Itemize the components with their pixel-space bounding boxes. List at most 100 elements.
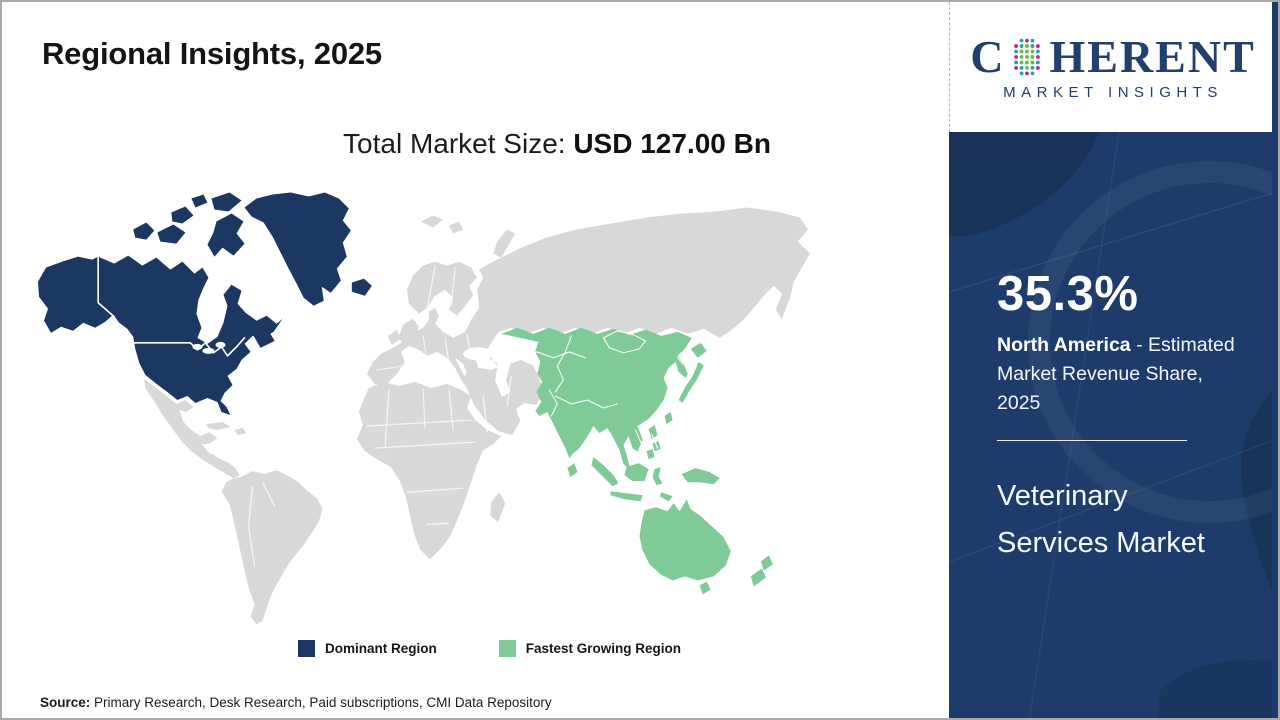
legend-item-growing: Fastest Growing Region xyxy=(498,640,682,657)
us-canada-border xyxy=(133,337,246,357)
greenland xyxy=(244,192,351,306)
total-market-size: Total Market Size: USD 127.00 Bn xyxy=(162,128,952,160)
scandinavia-border-1 xyxy=(426,265,436,311)
iceland xyxy=(351,278,372,296)
europe-border-4 xyxy=(466,333,472,359)
apac-borders xyxy=(504,330,685,457)
japan-hokkaido xyxy=(690,342,707,358)
market-name: Veterinary Services Market xyxy=(997,479,1205,559)
island-hispaniola xyxy=(234,428,247,436)
sri-lanka xyxy=(567,463,578,478)
great-lake-1 xyxy=(192,343,203,350)
africa-border-4 xyxy=(448,389,454,431)
sidebar-divider xyxy=(997,439,1187,441)
australia xyxy=(639,499,731,581)
africa-border-3 xyxy=(422,388,426,429)
scandinavia-border-2 xyxy=(450,267,456,307)
logo-letter-c: C xyxy=(970,30,1006,82)
indochina-border-1 xyxy=(634,429,643,457)
map-legend: Dominant Region Fastest Growing Region xyxy=(298,640,681,657)
africa-border-6 xyxy=(406,487,464,493)
india-pakistan-border xyxy=(548,389,558,417)
source-label: Source: xyxy=(40,695,91,710)
brand-logo: C HERENT MARKET INSIGHTS xyxy=(970,30,1256,101)
mideast-border-1 xyxy=(482,395,488,433)
market-share-description: North America - Estimated Market Revenue… xyxy=(997,331,1247,418)
region-scandinavia xyxy=(406,261,478,316)
total-market-size-value: USD 127.00 Bn xyxy=(573,128,771,159)
gray-borders xyxy=(201,265,512,567)
island-novaya-zemlya xyxy=(493,229,516,258)
fastest-growing-region-swatch xyxy=(498,640,516,657)
mideast-border-2 xyxy=(506,375,512,407)
taiwan xyxy=(664,412,673,425)
stat-desc-rest: - Estimated Market Revenue Share, 2025 xyxy=(997,334,1235,414)
island-franz-josef xyxy=(449,221,464,234)
philippines-luzon xyxy=(648,425,658,440)
island-madagascar xyxy=(490,492,506,523)
africa-border-1 xyxy=(366,419,472,427)
dot-globe-dots xyxy=(1014,38,1041,75)
india-north-border xyxy=(554,395,619,409)
na-mainland xyxy=(38,255,283,416)
world-map xyxy=(30,185,822,629)
alaska-canada-border xyxy=(97,255,116,318)
new-guinea xyxy=(681,468,720,485)
island-great-britain xyxy=(398,318,419,347)
region-asia-pacific xyxy=(501,327,773,595)
source-text: Primary Research, Desk Research, Paid su… xyxy=(90,695,552,710)
logo-tagline: MARKET INSIGHTS xyxy=(1003,83,1223,101)
continent-africa xyxy=(356,381,502,560)
europe-border-3 xyxy=(444,337,450,365)
stat-region-name: North America xyxy=(997,334,1131,356)
sidebar-map-texture xyxy=(949,132,1278,718)
mexico-guatemala-border xyxy=(201,443,212,455)
region-north-america xyxy=(38,192,372,416)
china-west-border xyxy=(554,335,572,393)
indochina-border-2 xyxy=(651,433,659,449)
dominant-region-swatch xyxy=(298,640,315,657)
philippines-mindanao xyxy=(646,449,655,460)
newfoundland xyxy=(253,330,275,348)
baffin-island xyxy=(207,213,245,257)
africa-border-2 xyxy=(384,389,390,449)
world-map-svg xyxy=(38,192,810,625)
logo-dot-globe-icon xyxy=(1014,38,1041,75)
total-market-size-label: Total Market Size: xyxy=(343,128,574,159)
island-sakhalin xyxy=(741,293,751,320)
continent-south-america xyxy=(221,470,323,625)
caspian-sea xyxy=(495,349,511,397)
africa-border-7 xyxy=(426,522,450,525)
country-mexico-central-america xyxy=(144,378,240,479)
tasmania xyxy=(699,581,711,595)
sumatra xyxy=(591,457,619,487)
europe-border-1 xyxy=(376,365,406,371)
island-cuba xyxy=(206,422,231,431)
na-borders xyxy=(97,255,246,357)
asia-mainland xyxy=(501,327,692,471)
arctic-island-3 xyxy=(171,206,194,224)
africa-border-5 xyxy=(374,441,476,449)
sulawesi xyxy=(652,467,663,486)
arctic-island-4 xyxy=(211,192,242,212)
kazakhstan-south-border xyxy=(504,351,586,359)
black-sea xyxy=(463,347,494,361)
brand-logo-panel: C HERENT MARKET INSIGHTS xyxy=(949,2,1276,132)
market-share-stat: 35.3% xyxy=(997,267,1139,321)
stat-sidebar: 35.3% North America - Estimated Market R… xyxy=(949,132,1278,718)
legend-item-dominant: Dominant Region xyxy=(298,640,437,657)
island-svalbard xyxy=(420,215,444,228)
korea-border xyxy=(677,357,685,366)
page-title: Regional Insights, 2025 xyxy=(42,36,382,71)
continent-eurasia xyxy=(366,207,810,436)
new-zealand-south xyxy=(750,568,766,587)
arctic-island-1 xyxy=(133,222,155,240)
japan-honshu xyxy=(678,361,704,403)
fastest-growing-region-label: Fastest Growing Region xyxy=(525,641,682,656)
logo-word-rest: HERENT xyxy=(1049,30,1256,82)
java xyxy=(610,491,643,502)
samerica-border-1 xyxy=(248,485,256,567)
island-ireland xyxy=(387,329,401,345)
borneo xyxy=(624,463,649,482)
